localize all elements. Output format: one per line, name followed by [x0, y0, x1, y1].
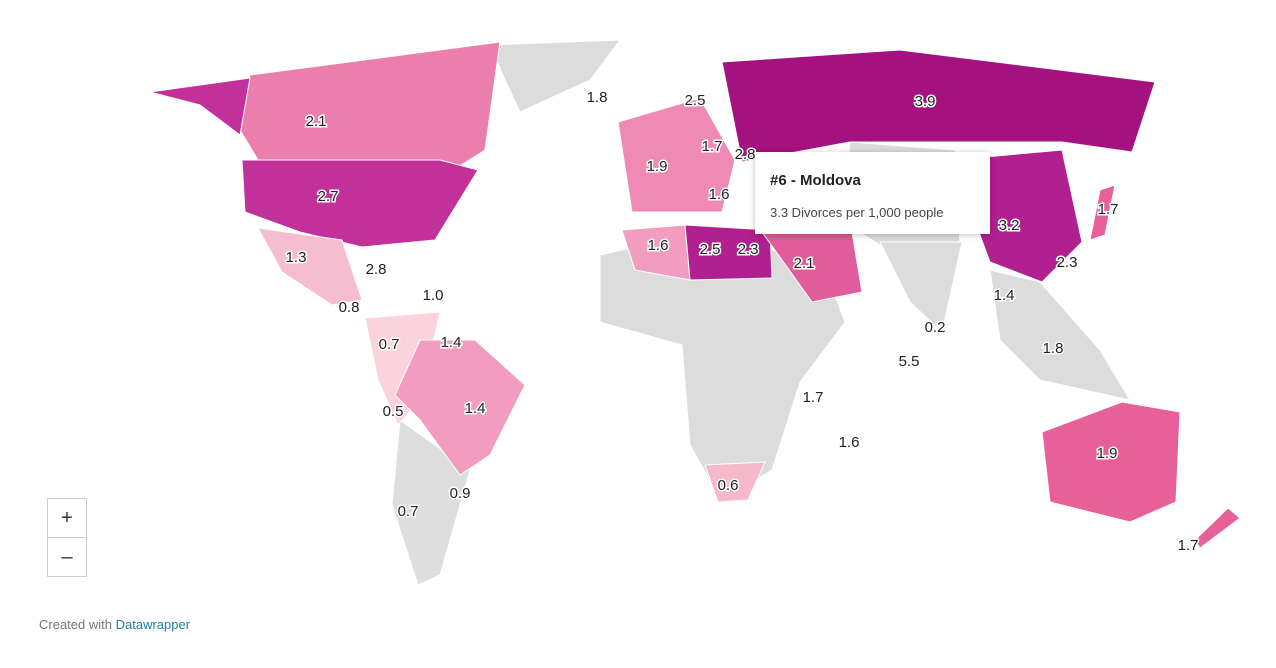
russia	[721, 49, 1156, 163]
value-label: 2.5	[700, 241, 721, 258]
value-label: 2.1	[306, 113, 327, 130]
value-label: 0.7	[398, 503, 419, 520]
value-label: 1.7	[1098, 201, 1119, 218]
europe	[617, 97, 736, 213]
value-label: 3.2	[999, 217, 1020, 234]
tooltip-text: 3.3 Divorces per 1,000 people	[770, 205, 944, 220]
value-label: 2.1	[794, 255, 815, 272]
value-label: 3.9	[915, 93, 936, 110]
tooltip-title: #6 - Moldova	[770, 172, 861, 189]
value-label: 0.5	[383, 403, 404, 420]
value-label: 1.3	[286, 249, 307, 266]
se-asia	[989, 269, 1132, 401]
value-label: 1.4	[465, 400, 486, 417]
value-label: 1.7	[803, 389, 824, 406]
value-label: 2.3	[738, 241, 759, 258]
value-label: 1.4	[994, 287, 1015, 304]
credit-link[interactable]: Datawrapper	[115, 617, 191, 632]
new-zealand	[1194, 507, 1241, 549]
libya-egypt	[684, 224, 773, 281]
value-label: 1.0	[423, 287, 444, 304]
value-label: 1.6	[839, 434, 860, 451]
value-label: 5.5	[899, 353, 920, 370]
value-label: 2.7	[318, 188, 339, 205]
australia	[1041, 401, 1181, 523]
value-label: 2.5	[685, 92, 706, 109]
value-label: 2.8	[366, 261, 387, 278]
value-label: 1.7	[702, 138, 723, 155]
value-labels: 3.9 2.1 2.7 1.8 2.5 1.7 2.8 1.9 1.6 1.6 2.5 2.3 2.1 3…	[284, 87, 1200, 555]
greenland	[489, 39, 622, 113]
value-label: 1.8	[1043, 340, 1064, 357]
value-label: 1.9	[647, 158, 668, 175]
value-label: 2.3	[1057, 254, 1078, 271]
value-label: 0.7	[379, 336, 400, 353]
mexico	[257, 227, 363, 306]
value-label: 1.6	[709, 186, 730, 203]
value-label: 1.8	[587, 89, 608, 106]
value-label: 0.6	[718, 477, 739, 494]
zoom-in[interactable]: +	[47, 498, 87, 538]
value-label: 2.8	[735, 146, 756, 163]
alaska	[149, 77, 251, 136]
india	[879, 241, 963, 333]
tooltip: #6 - Moldova 3.3 Divorces per 1,000 peop…	[755, 152, 990, 234]
brazil	[394, 339, 526, 476]
value-label: 0.8	[339, 299, 360, 316]
value-label: 0.2	[925, 319, 946, 336]
zoom-out[interactable]: –	[47, 537, 87, 577]
credit: Created with Datawrapper	[39, 617, 190, 632]
usa	[241, 159, 479, 248]
japan	[1089, 184, 1116, 241]
value-label: 0.9	[450, 485, 471, 502]
south-africa	[704, 461, 766, 503]
credit-prefix: Created with	[39, 617, 112, 632]
value-label: 1.4	[441, 334, 462, 351]
value-label: 1.6	[648, 237, 669, 254]
value-label: 1.9	[1097, 445, 1118, 462]
canada	[239, 41, 501, 173]
value-label: 1.7	[1178, 537, 1199, 554]
